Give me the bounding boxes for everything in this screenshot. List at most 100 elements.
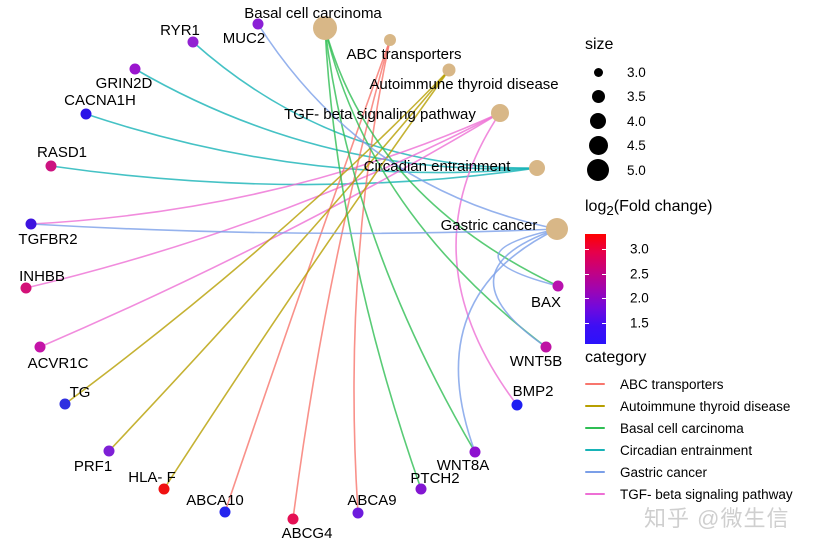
gene-node-abca10 xyxy=(219,506,231,518)
pathway-label-tgf-beta-signaling-pathway: TGF- beta signaling pathway xyxy=(284,106,476,123)
gene-node-wnt8a xyxy=(469,446,481,458)
edge-basal-cell-carcinoma-ptch2 xyxy=(324,27,422,490)
size-legend-dot-cell xyxy=(585,67,611,77)
size-legend-dot-icon xyxy=(590,113,606,130)
watermark: 知乎 @微生信 xyxy=(644,506,790,531)
gene-label-cacna1h: CACNA1H xyxy=(64,92,136,109)
size-legend-dot-cell xyxy=(585,90,611,104)
category-legend-row-circadian-entrainment: Circadian entrainment xyxy=(585,439,817,461)
size-legend: size 3.0 3.5 4.0 4.5 5.0 xyxy=(580,36,817,183)
gene-node-abcg4 xyxy=(287,513,299,525)
size-legend-dot-cell xyxy=(585,113,611,130)
edge-circadian-entrainment-grin2d xyxy=(134,68,538,170)
gene-node-bmp2 xyxy=(511,399,523,411)
gene-node-bax xyxy=(552,280,564,292)
category-line-swatch-icon xyxy=(585,471,605,473)
gene-label-prf1: PRF1 xyxy=(74,458,112,475)
colorbar-title-suffix: (Fold change) xyxy=(613,198,713,215)
edge-autoimmune-thyroid-disease-prf1 xyxy=(108,69,450,452)
gene-node-abca9 xyxy=(352,507,364,519)
size-legend-dot-icon xyxy=(587,159,609,182)
colorbar-tick-mark xyxy=(602,274,606,276)
pathway-node-gastric-cancer xyxy=(546,218,568,240)
size-legend-row-3.5: 3.5 xyxy=(585,85,817,110)
size-legend-row-4.5: 4.5 xyxy=(585,134,817,159)
size-legend-row-4.0: 4.0 xyxy=(585,109,817,134)
gene-label-rasd1: RASD1 xyxy=(37,144,87,161)
category-legend-label: Autoimmune thyroid disease xyxy=(620,398,791,414)
category-line-swatch-icon xyxy=(585,405,605,407)
category-legend-row-autoimmune-thyroid-disease: Autoimmune thyroid disease xyxy=(585,395,817,417)
colorbar-tick-mark xyxy=(602,249,606,251)
pathway-node-autoimmune-thyroid-disease xyxy=(442,63,456,77)
gene-label-abca9: ABCA9 xyxy=(347,492,396,509)
category-legend-rows: ABC transporters Autoimmune thyroid disea… xyxy=(580,373,817,505)
gene-label-abca10: ABCA10 xyxy=(186,492,244,509)
size-legend-dot-cell xyxy=(585,136,611,156)
colorbar-tick-label: 1.5 xyxy=(630,315,649,331)
category-legend-label: Circadian entrainment xyxy=(620,442,753,458)
edge-basal-cell-carcinoma-wnt8a xyxy=(324,27,476,453)
category-legend-title: category xyxy=(585,349,647,366)
edge-circadian-entrainment-ryr1 xyxy=(192,41,538,169)
pathway-label-basal-cell-carcinoma: Basal cell carcinoma xyxy=(244,5,382,22)
category-legend-row-abc-transporters: ABC transporters xyxy=(585,373,817,395)
colorbar-tick-label: 3.0 xyxy=(630,241,649,257)
edge-autoimmune-thyroid-disease-tg xyxy=(64,69,450,405)
gene-label-inhbb: INHBB xyxy=(19,268,65,285)
edge-tgf-beta-signaling-pathway-bmp2 xyxy=(455,112,518,406)
gene-node-hla-f xyxy=(158,483,170,495)
size-legend-row-3.0: 3.0 xyxy=(585,60,817,85)
category-legend-label: ABC transporters xyxy=(620,376,724,392)
gene-label-bmp2: BMP2 xyxy=(513,383,554,400)
gene-node-ptch2 xyxy=(415,483,427,495)
colorbar-tick-label: 2.0 xyxy=(630,290,649,306)
colorbar-tick-mark xyxy=(585,249,589,251)
gene-label-ptch2: PTCH2 xyxy=(410,470,459,487)
edge-gastric-cancer-tgfbr2 xyxy=(30,223,558,235)
colorbar-legend: log2(Fold change) 3.0 2.5 2.0 1.5 xyxy=(580,198,817,358)
category-line-swatch-icon xyxy=(585,427,605,429)
colorbar-wrap: 3.0 2.5 2.0 1.5 xyxy=(580,234,817,358)
colorbar-title-prefix: log xyxy=(585,198,607,215)
edge-tgf-beta-signaling-pathway-tgfbr2 xyxy=(30,112,501,225)
size-legend-label: 5.0 xyxy=(627,162,646,178)
size-legend-dot-icon xyxy=(591,90,605,104)
colorbar-tick-mark xyxy=(585,298,589,300)
category-legend: category ABC transporters Autoimmune thyr… xyxy=(580,349,817,505)
gene-label-wnt5b: WNT5B xyxy=(510,353,563,370)
colorbar-tick-mark xyxy=(585,323,589,325)
gene-label-hla-f: HLA- F xyxy=(128,469,176,486)
gene-label-acvr1c: ACVR1C xyxy=(28,355,89,372)
colorbar-title-sub: 2 xyxy=(606,203,614,219)
gene-node-inhbb xyxy=(20,282,32,294)
category-legend-row-tgf-beta-signaling-pathway: TGF- beta signaling pathway xyxy=(585,483,817,505)
category-legend-label: TGF- beta signaling pathway xyxy=(620,486,793,502)
colorbar-gradient xyxy=(585,234,606,345)
pathway-node-circadian-entrainment xyxy=(529,160,545,176)
colorbar-tick-mark xyxy=(602,323,606,325)
gene-node-tg xyxy=(59,398,71,410)
gene-node-wnt5b xyxy=(540,341,552,353)
gene-node-cacna1h xyxy=(80,108,92,120)
gene-label-grin2d: GRIN2D xyxy=(96,75,153,92)
pathway-label-autoimmune-thyroid-disease: Autoimmune thyroid disease xyxy=(369,76,558,93)
size-legend-label: 4.0 xyxy=(627,113,646,129)
edge-gastric-cancer-bax xyxy=(497,228,559,287)
size-legend-row-5.0: 5.0 xyxy=(585,158,817,183)
category-legend-row-basal-cell-carcinoma: Basal cell carcinoma xyxy=(585,417,817,439)
pathway-node-tgf-beta-signaling-pathway xyxy=(491,104,509,122)
gene-node-prf1 xyxy=(103,445,115,457)
size-legend-dot-icon xyxy=(588,136,608,156)
edge-gastric-cancer-wnt8a xyxy=(457,228,558,453)
colorbar-tick-mark xyxy=(585,274,589,276)
pathway-node-basal-cell-carcinoma xyxy=(313,16,337,40)
gene-node-acvr1c xyxy=(34,341,46,353)
size-legend-dot-cell xyxy=(585,159,611,182)
category-line-swatch-icon xyxy=(585,383,605,385)
gene-label-wnt8a: WNT8A xyxy=(437,457,490,474)
category-legend-label: Basal cell carcinoma xyxy=(620,420,744,436)
gene-node-tgfbr2 xyxy=(25,218,37,230)
